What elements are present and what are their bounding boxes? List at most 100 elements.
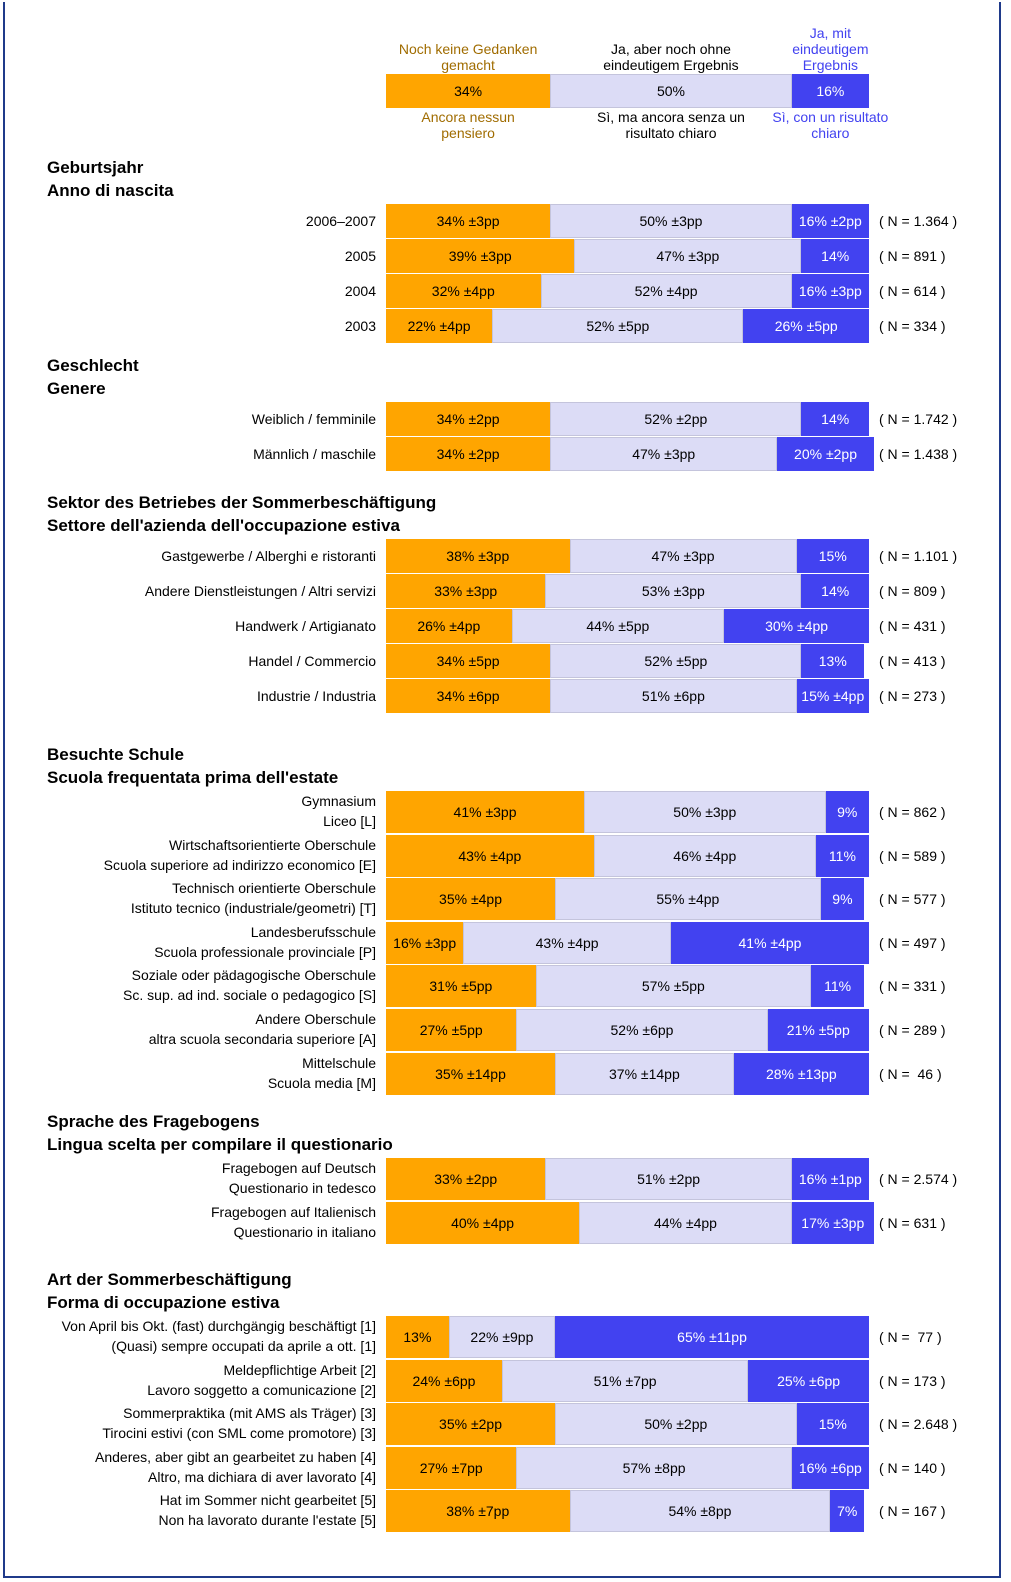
n-label: ( N = 431 ) (879, 618, 946, 634)
value-label: 16% ±2pp (798, 213, 862, 229)
bar-segment: 15% (796, 1403, 869, 1446)
row-label: Liceo [L] (323, 813, 376, 829)
value-label: 51% ±7pp (593, 1372, 657, 1389)
row-label: Mittelschule (302, 1054, 376, 1071)
value-label: 52% ±6pp (610, 1022, 674, 1038)
value-label: 33% ±3pp (434, 583, 498, 599)
bar-segment: 51% ±6pp (550, 679, 797, 713)
bar-segment: 50% (550, 74, 792, 108)
bar-segment: 33% ±3pp (386, 574, 546, 608)
group-title: Sektor des Betriebes der Sommerbeschäfti… (47, 493, 437, 512)
bar-segment: 41% ±3pp (386, 791, 585, 833)
value-label: 33% ±2pp (434, 1171, 498, 1187)
bar-segment: 28% ±13pp (733, 1052, 869, 1095)
value-label: 34% ±6pp (436, 688, 500, 704)
value-label: 28% ±13pp (765, 1065, 837, 1082)
value-label: 57% ±5pp (641, 978, 705, 995)
value-label: 16% (816, 83, 845, 99)
value-label: 22% ±4pp (407, 318, 471, 334)
bar-segment: 14% (801, 239, 869, 273)
bar-segment: 31% ±5pp (386, 965, 536, 1008)
row-label: Non ha lavorato durante l'estate [5] (158, 1512, 376, 1529)
bar-segment: 52% ±5pp (492, 309, 744, 343)
bar-segment: 11% (815, 834, 869, 877)
value-label: 65% ±11pp (677, 1329, 747, 1345)
bar-segment: 15% (796, 539, 869, 573)
row-label: Meldepflichtige Arbeit [2] (223, 1361, 376, 1378)
value-label: 14% (821, 583, 850, 599)
value-label: 47% ±3pp (656, 248, 720, 264)
row-label: Tirocini estivi (con SML come promotore)… (102, 1425, 376, 1442)
legend-label-it: Ancora nessun pensiero (421, 109, 515, 141)
bar-segment: 16% ±6pp (791, 1446, 869, 1489)
bar-segment: 27% ±5pp (386, 1009, 517, 1051)
n-label: ( N = 2.648 ) (879, 1416, 958, 1433)
value-label: 34% (454, 83, 483, 99)
value-label: 16% ±3pp (393, 934, 457, 951)
bar-segment: 38% ±7pp (386, 1490, 570, 1533)
row-label: Questionario in tedesco (228, 1180, 376, 1196)
row-label: Altro, ma dichiara di aver lavorato [4] (148, 1468, 376, 1485)
n-label: ( N = 2.574 ) (879, 1171, 958, 1187)
row-label: Handwerk / Artigianato (235, 618, 376, 634)
bar-segment: 47% ±3pp (569, 539, 797, 573)
bar-segment: 37% ±14pp (555, 1052, 734, 1095)
value-label: 35% ±14pp (435, 1065, 506, 1082)
row-label: Gymnasium (301, 793, 376, 809)
bar-segment: 24% ±6pp (386, 1359, 502, 1402)
bar-segment: 43% ±4pp (463, 921, 671, 964)
bar-segment: 34% ±3pp (386, 204, 551, 238)
legend-label: Noch keine Gedanken gemacht (398, 41, 538, 73)
row-label: Gastgewerbe / Alberghi e ristoranti (161, 548, 376, 564)
bar-segment: 39% ±3pp (386, 239, 575, 273)
row-label: Scuola media [M] (267, 1074, 376, 1091)
bar-segment: 14% (801, 402, 869, 436)
value-label: 24% ±6pp (412, 1372, 476, 1389)
bar-segment: 34% ±2pp (386, 437, 551, 471)
n-label: ( N = 77 ) (879, 1329, 942, 1345)
row-label: Männlich / maschile (253, 446, 376, 462)
n-label: ( N = 577 ) (879, 891, 946, 908)
n-label: ( N = 1.438 ) (879, 446, 958, 462)
value-label: 15% ±4pp (801, 688, 865, 704)
value-label: 27% ±7pp (419, 1459, 483, 1476)
bar-segment: 32% ±4pp (386, 274, 541, 308)
value-label: 51% ±6pp (641, 688, 705, 704)
bar-segment: 26% ±5pp (743, 309, 869, 343)
value-label: 9% (832, 891, 853, 908)
value-label: 41% ±4pp (738, 934, 802, 951)
group-title: Geschlecht (47, 356, 139, 375)
value-label: 15% (818, 1416, 847, 1433)
row-label: Sommerpraktika (mit AMS als Träger) [3] (123, 1405, 376, 1422)
bar-segment: 9% (820, 878, 865, 921)
value-label: 25% ±6pp (777, 1372, 841, 1389)
bar-segment: 50% ±3pp (584, 791, 826, 833)
row-label: altra scuola secondaria superiore [A] (148, 1031, 376, 1047)
value-label: 47% ±3pp (651, 548, 715, 564)
value-label: 21% ±5pp (786, 1022, 850, 1038)
value-label: 17% ±3pp (801, 1214, 865, 1231)
bar-segment: 7% (830, 1490, 865, 1533)
n-label: ( N = 1.742 ) (879, 411, 958, 427)
bar-segment: 20% ±2pp (777, 437, 874, 471)
row-label: Fragebogen auf Italienisch (211, 1203, 376, 1220)
group-title: Lingua scelta per compilare il questiona… (47, 1135, 393, 1154)
bar-segment: 43% ±4pp (386, 834, 594, 877)
n-label: ( N = 631 ) (879, 1214, 946, 1231)
bar-segment: 25% ±6pp (748, 1359, 869, 1402)
n-label: ( N = 140 ) (879, 1459, 946, 1476)
value-label: 54% ±8pp (668, 1503, 732, 1520)
value-label: 26% ±5pp (774, 318, 838, 334)
group-title: Settore dell'azienda dell'occupazione es… (47, 516, 400, 535)
bar-segment: 16% ±3pp (791, 274, 869, 308)
row-label: Technisch orientierte Oberschule (172, 880, 376, 897)
value-label: 35% ±2pp (439, 1416, 502, 1433)
n-label: ( N = 413 ) (879, 653, 946, 669)
value-label: 52% ±2pp (644, 411, 708, 427)
bar-segment: 41% ±4pp (670, 921, 869, 964)
bar-segment: 34% ±6pp (386, 679, 551, 713)
value-label: 39% ±3pp (448, 248, 512, 264)
bar-segment: 51% ±2pp (545, 1158, 792, 1200)
bar-segment: 57% ±8pp (516, 1446, 792, 1489)
